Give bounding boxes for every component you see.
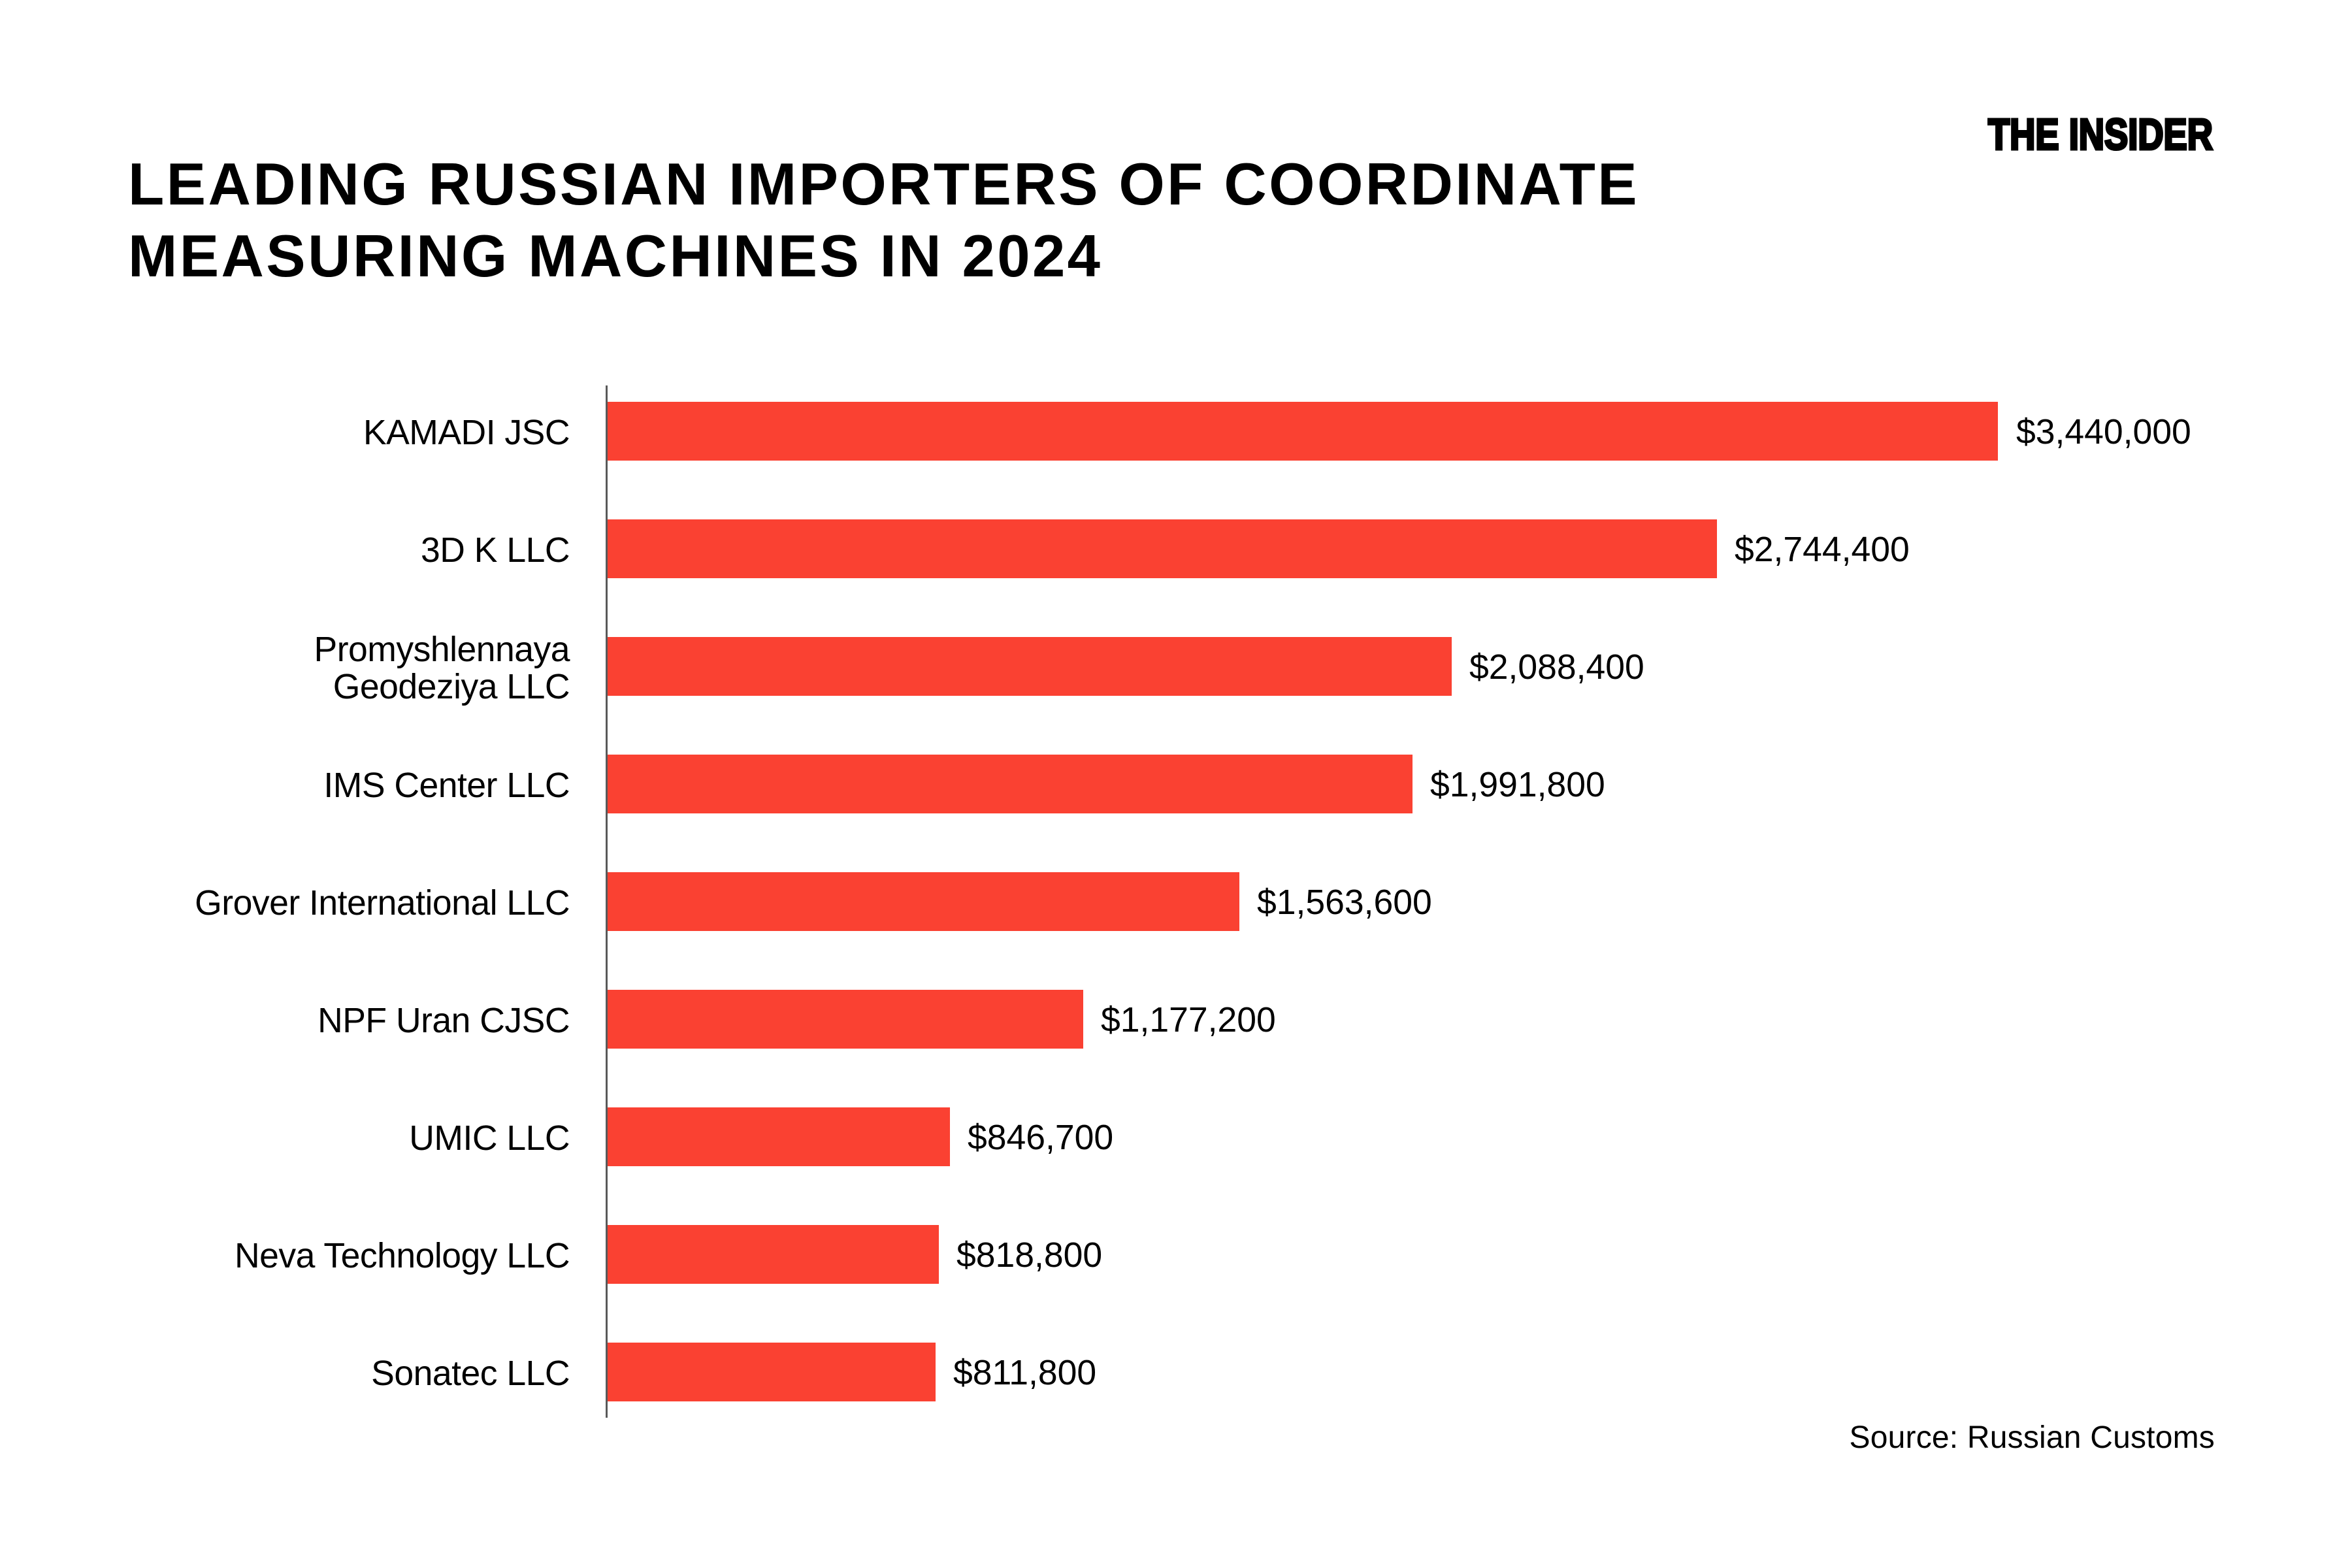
svg-text:THE INSIDER: THE INSIDER <box>1988 110 2213 159</box>
